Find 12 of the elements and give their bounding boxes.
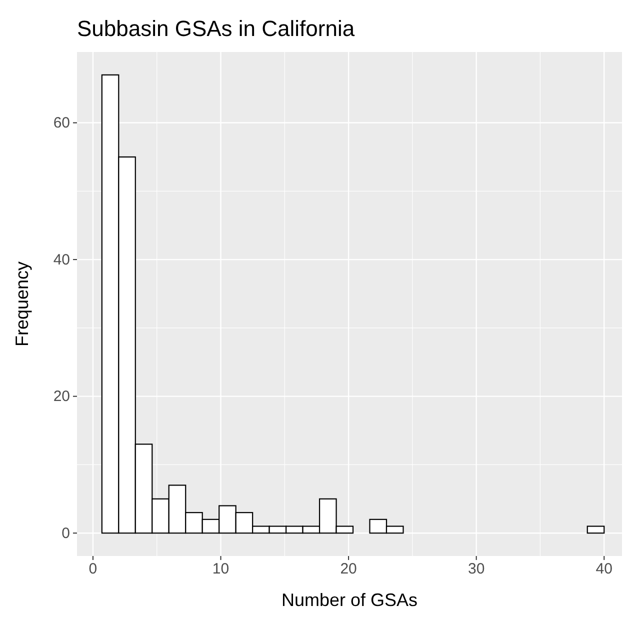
x-tick-label: 10 (212, 560, 230, 578)
x-tick-label: 20 (340, 560, 357, 578)
x-tick-label: 0 (88, 560, 98, 578)
y-tick-label: 60 (53, 114, 70, 132)
y-tick-label: 40 (53, 251, 70, 268)
y-tick-label: 20 (53, 388, 70, 406)
y-tick-label: 0 (62, 524, 70, 542)
x-tick-label: 30 (468, 560, 485, 578)
chart-title: Subbasin GSAs in California (77, 16, 356, 41)
y-axis-title: Frequency (12, 261, 32, 347)
x-tick-label: 40 (596, 560, 612, 578)
x-axis-title: Number of GSAs (281, 590, 418, 610)
